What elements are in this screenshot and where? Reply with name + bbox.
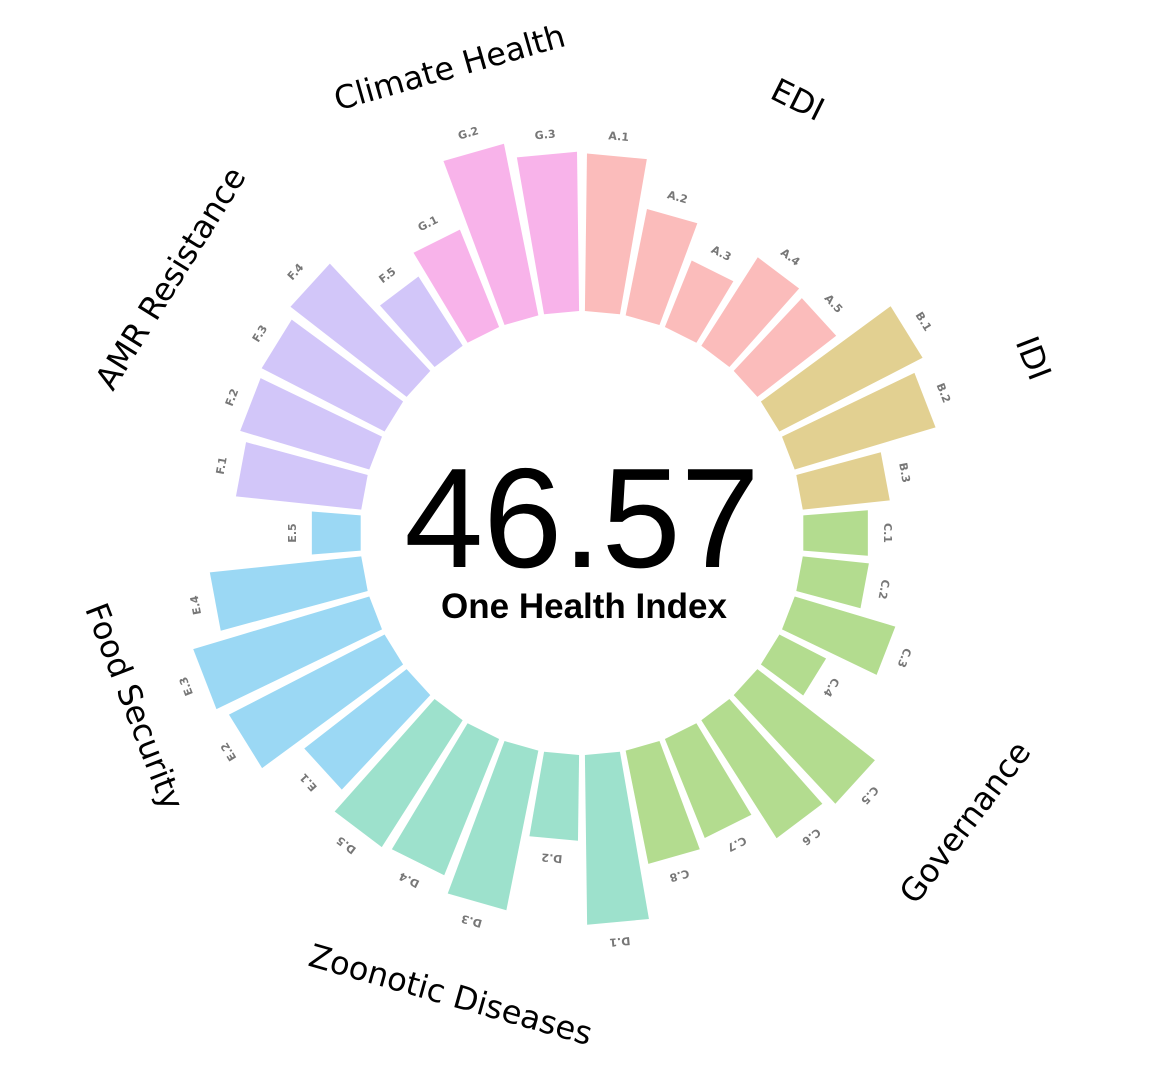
bar-F-1 bbox=[235, 442, 368, 510]
tick-label-E-3: E.3 bbox=[177, 675, 196, 698]
tick-label-G-3: G.3 bbox=[534, 128, 556, 143]
tick-label-G-1: G.1 bbox=[416, 213, 440, 234]
tick-label-C-6: C.6 bbox=[799, 825, 823, 848]
bar-B-2 bbox=[782, 372, 936, 470]
tick-label-C-5: C.5 bbox=[858, 784, 881, 807]
tick-label-A-1: A.1 bbox=[608, 129, 630, 144]
tick-label-D-4: D.4 bbox=[397, 869, 422, 890]
tick-label-B-3: B.3 bbox=[896, 462, 912, 484]
bar-B-3 bbox=[796, 452, 890, 510]
tick-label-B-1: B.1 bbox=[913, 310, 935, 334]
bar-C-2 bbox=[796, 556, 869, 609]
bar-D-3 bbox=[447, 741, 539, 911]
tick-label-C-8: C.8 bbox=[668, 866, 691, 884]
tick-label-F-2: F.2 bbox=[223, 387, 242, 408]
bar-D-5 bbox=[334, 699, 463, 848]
tick-label-D-3: D.3 bbox=[460, 912, 484, 930]
bar-C-4 bbox=[760, 634, 827, 696]
bar-F-3 bbox=[261, 319, 404, 432]
bar-E-4 bbox=[209, 556, 368, 631]
bar-F-5 bbox=[379, 276, 463, 367]
bar-C-1 bbox=[803, 510, 868, 556]
tick-label-F-1: F.1 bbox=[214, 456, 230, 476]
bar-E-1 bbox=[304, 669, 431, 790]
tick-label-B-2: B.2 bbox=[934, 381, 953, 405]
bar-F-4 bbox=[290, 263, 431, 397]
bar-E-5 bbox=[311, 511, 361, 555]
bar-C-6 bbox=[701, 699, 823, 839]
tick-label-C-3: C.3 bbox=[895, 646, 914, 669]
bar-D-4 bbox=[391, 723, 500, 876]
group-label-zoonotic-diseases: Zoonotic Diseases bbox=[305, 936, 597, 1053]
group-label-idi: IDI bbox=[1008, 331, 1059, 385]
center-subtitle: One Health Index bbox=[441, 587, 727, 626]
tick-label-E-5: E.5 bbox=[286, 523, 299, 542]
group-label-amr-resistance: AMR Resistance bbox=[87, 160, 253, 396]
tick-label-C-1: C.1 bbox=[881, 523, 894, 543]
tick-label-A-4: A.4 bbox=[778, 246, 803, 269]
group-label-food-security: Food Security bbox=[77, 598, 191, 815]
bars-layer bbox=[193, 143, 936, 925]
tick-label-D-1: D.1 bbox=[609, 934, 631, 949]
bar-F-2 bbox=[240, 378, 382, 470]
tick-label-E-1: E.1 bbox=[297, 771, 320, 794]
bar-C-5 bbox=[733, 669, 875, 804]
tick-label-C-7: C.7 bbox=[725, 834, 749, 855]
tick-label-C-4: C.4 bbox=[820, 675, 842, 699]
bar-G-2 bbox=[443, 143, 539, 325]
tick-label-A-2: A.2 bbox=[666, 188, 689, 206]
tick-label-A-5: A.5 bbox=[822, 292, 845, 316]
tick-label-F-5: F.5 bbox=[377, 265, 399, 286]
group-label-edi: EDI bbox=[765, 71, 831, 129]
group-label-climate-health: Climate Health bbox=[330, 17, 570, 119]
tick-label-A-3: A.3 bbox=[709, 243, 733, 264]
bar-G-3 bbox=[516, 151, 580, 315]
bar-C-8 bbox=[625, 741, 700, 864]
tick-label-C-2: C.2 bbox=[876, 578, 892, 600]
bar-E-2 bbox=[228, 634, 404, 769]
tick-label-F-4: F.4 bbox=[285, 261, 307, 283]
bar-G-1 bbox=[413, 229, 500, 343]
tick-label-E-2: E.2 bbox=[218, 740, 239, 763]
bar-D-1 bbox=[584, 751, 649, 925]
bar-A-3 bbox=[664, 260, 734, 343]
bar-B-1 bbox=[760, 306, 923, 432]
bar-D-2 bbox=[529, 751, 580, 841]
tick-label-E-4: E.4 bbox=[188, 594, 204, 616]
bar-C-3 bbox=[782, 596, 896, 675]
bar-A-2 bbox=[625, 208, 698, 325]
tick-label-D-5: D.5 bbox=[334, 834, 359, 857]
bar-C-7 bbox=[664, 723, 752, 838]
tick-label-G-2: G.2 bbox=[456, 124, 480, 142]
bar-A-5 bbox=[733, 298, 837, 397]
bar-E-3 bbox=[193, 596, 382, 710]
tick-label-F-3: F.3 bbox=[250, 323, 270, 345]
tick-label-D-2: D.2 bbox=[541, 850, 563, 865]
group-label-governance: Governance bbox=[892, 734, 1039, 911]
bar-A-1 bbox=[584, 153, 647, 315]
center-score: 46.57 bbox=[404, 439, 759, 598]
bar-A-4 bbox=[701, 257, 800, 367]
